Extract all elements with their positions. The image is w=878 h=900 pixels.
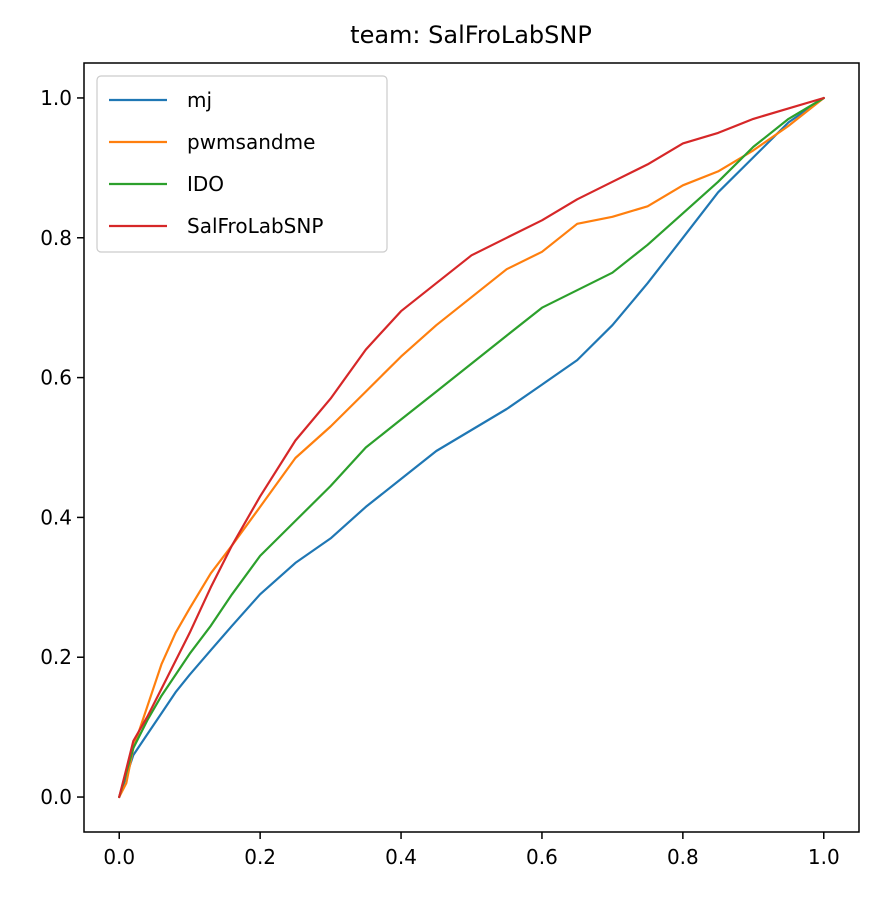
series-line-0 — [118, 96, 825, 799]
plot-lines — [118, 96, 825, 799]
y-tick-label: 0.2 — [40, 645, 72, 669]
series-line-2 — [118, 96, 825, 799]
y-tick-label: 0.8 — [40, 226, 72, 250]
y-tick-label: 0.4 — [40, 505, 72, 529]
x-tick-label: 1.0 — [808, 845, 840, 869]
legend-label-3: SalFroLabSNP — [187, 214, 323, 238]
x-tick-label: 0.2 — [244, 845, 276, 869]
x-tick-label: 0.0 — [103, 845, 135, 869]
x-tick-label: 0.8 — [667, 845, 699, 869]
chart-title: team: SalFroLabSNP — [350, 21, 592, 49]
legend-label-1: pwmsandme — [187, 130, 315, 154]
y-tick-label: 0.6 — [40, 366, 72, 390]
x-axis: 0.0 0.2 0.4 0.6 0.8 1.0 — [103, 832, 840, 869]
legend-label-0: mj — [187, 88, 212, 112]
y-tick-label: 1.0 — [40, 86, 72, 110]
x-tick-label: 0.4 — [385, 845, 417, 869]
x-tick-label: 0.6 — [526, 845, 558, 869]
plot-area-frame — [83, 62, 860, 833]
y-axis: 0.0 0.2 0.4 0.6 0.8 1.0 — [40, 86, 84, 809]
legend: mj pwmsandme IDO SalFroLabSNP — [96, 75, 388, 253]
y-tick-label: 0.0 — [40, 785, 72, 809]
series-line-3 — [118, 96, 825, 799]
legend-box — [96, 75, 388, 253]
series-line-1 — [118, 96, 825, 799]
legend-label-2: IDO — [187, 172, 224, 196]
